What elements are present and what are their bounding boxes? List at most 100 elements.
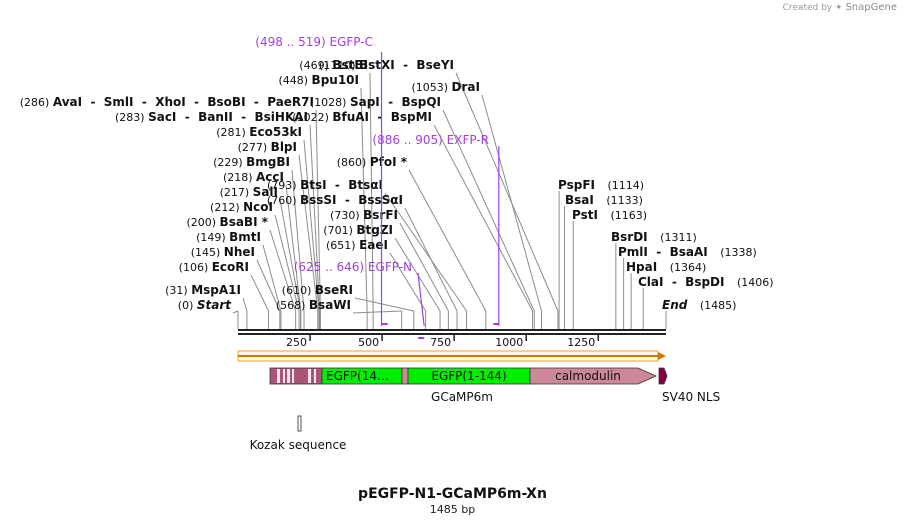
enzyme-position: (283) (115, 111, 148, 124)
enzyme-label-ncoi[interactable]: (212) NcoI (210, 200, 273, 214)
enzyme-label-bstxi-bseyi[interactable]: (1110) BstXI - BseYI (319, 58, 454, 72)
enzyme-name: BstXI - BseYI (359, 58, 454, 72)
enzyme-name: HpaI (626, 260, 670, 274)
enzyme-label-bmti[interactable]: (149) BmtI (196, 230, 261, 244)
ruler-tick-label: 750 (430, 336, 451, 349)
enzyme-label-clai-bspdi[interactable]: ClaI - BspDI (1406) (638, 275, 774, 289)
primer-label-egfp-n[interactable]: (625 .. 646) EGFP-N (294, 260, 412, 274)
enzyme-name: BstBI (332, 58, 368, 72)
enzyme-label-saci-banii-bsihkai[interactable]: (283) SacI - BanII - BsiHKAI (115, 110, 308, 124)
enzyme-label-sali[interactable]: (217) SalI (220, 185, 278, 199)
enzyme-label-sapi-bspqi[interactable]: (1028) SapI - BspQI (310, 95, 441, 109)
enzyme-connector-bseri (354, 297, 414, 312)
watermark-brand: SnapGene (845, 2, 897, 13)
enzyme-label-drai[interactable]: (1053) DraI (411, 80, 480, 94)
enzyme-connector-saci-banii-bsihkai (309, 124, 321, 312)
calmodulin-arrow[interactable] (529, 367, 657, 385)
enzyme-name: PspFI (558, 178, 608, 192)
enzyme-label-mspa1i[interactable]: (31) MspA1I (165, 283, 241, 297)
enzyme-connector-bpu10i (360, 87, 368, 312)
ruler-tick-label: 250 (286, 336, 307, 349)
enzyme-label-bsai[interactable]: BsaI (1133) (565, 193, 643, 207)
enzyme-label-bseri[interactable]: (610) BseRI (282, 283, 353, 297)
enzyme-name: BmgBI (246, 155, 290, 169)
enzyme-label-bmgbi[interactable]: (229) BmgBI (213, 155, 290, 169)
enzyme-label-bpu10i[interactable]: (448) Bpu10I (278, 73, 359, 87)
orf-arrow (237, 350, 666, 362)
enzyme-connector-bstxi-bseyi (455, 72, 559, 312)
enzyme-label-start[interactable]: (0) Start (178, 298, 232, 312)
enzyme-label-bsawi[interactable]: (568) BsaWI (276, 298, 351, 312)
enzyme-label-bsssi-bsss-i[interactable]: (760) BssSI - BssSαI (267, 193, 403, 207)
enzyme-label-avai-smli-xhoi-bsobi-paer7i[interactable]: (286) AvaI - SmlI - XhoI - BsoBI - PaeR7… (20, 95, 314, 109)
enzyme-position: (469) (299, 59, 332, 72)
enzyme-label-bsrfi[interactable]: (730) BsrFI (330, 208, 398, 222)
enzyme-connector-sali (279, 199, 302, 312)
snapgene-logo-icon: ✦ (835, 3, 843, 13)
enzyme-label-pspfi[interactable]: PspFI (1114) (558, 178, 644, 192)
enzyme-position: (793) (267, 179, 300, 192)
enzyme-label-bsrdi[interactable]: BsrDI (1311) (611, 230, 697, 244)
enzyme-label-bstbi[interactable]: (469) BstBI (299, 58, 368, 72)
linker-segment[interactable] (401, 367, 409, 385)
enzyme-position: (217) (220, 186, 253, 199)
primer-label-egfp-c[interactable]: (498 .. 519) EGFP-C (255, 35, 373, 49)
enzyme-connector-btgzi (394, 237, 441, 312)
plasmid-name: pEGFP-N1-GCaMP6m-Xn (358, 486, 547, 502)
enzyme-position: (281) (216, 126, 249, 139)
enzyme-name: BsaI (565, 193, 606, 207)
enzyme-position: (0) (178, 299, 197, 312)
enzyme-label-eco53ki[interactable]: (281) Eco53kI (216, 125, 302, 139)
enzyme-label-bsabi[interactable]: (200) BsaBI * (186, 215, 268, 229)
enzyme-position: (200) (186, 216, 219, 229)
enzyme-label-eaei[interactable]: (651) EaeI (326, 238, 388, 252)
enzyme-name: SapI - BspQI (350, 95, 441, 109)
enzyme-position: (1053) (411, 81, 451, 94)
sv40-nls-arrow[interactable] (658, 367, 668, 385)
enzyme-position: (730) (330, 209, 363, 222)
enzyme-connector-eaei (389, 252, 427, 312)
primer-label-exfp-r[interactable]: (886 .. 905) EXFP-R (372, 133, 489, 147)
enzyme-name: BsaWI (309, 298, 351, 312)
enzyme-label-blpi[interactable]: (277) BlpI (238, 140, 297, 154)
enzyme-name: BfuAI - BspMI (332, 110, 432, 124)
enzyme-position: (277) (238, 141, 271, 154)
enzyme-position: (31) (165, 284, 191, 297)
enzyme-name: EcoRI (212, 260, 249, 274)
enzyme-label-nhei[interactable]: (145) NheI (191, 245, 255, 259)
enzyme-label-btgzi[interactable]: (701) BtgZI (323, 223, 393, 237)
enzyme-connector-bsawi (352, 310, 402, 314)
enzyme-label-end[interactable]: End (1485) (662, 298, 736, 312)
enzyme-position: (568) (276, 299, 309, 312)
enzyme-name: BmtI (229, 230, 261, 244)
enzyme-position: (1110) (319, 59, 359, 72)
enzyme-position: (760) (267, 194, 300, 207)
enzyme-label-psti[interactable]: PstI (1163) (572, 208, 647, 222)
enzyme-name: NcoI (243, 200, 273, 214)
enzyme-label-bfuai-bspmi[interactable]: (1022) BfuAI - BspMI (292, 110, 432, 124)
enzyme-connector-ncoi (274, 214, 300, 312)
enzyme-name: Start (197, 298, 232, 312)
enzyme-label-pfoi[interactable]: (860) PfoI * (337, 155, 408, 169)
enzyme-position: (1311) (660, 231, 697, 244)
enzyme-name: Bpu10I (312, 73, 359, 87)
enzyme-label-btsi-bts-i[interactable]: (793) BtsI - BtsαI (267, 178, 383, 192)
kozak-marker[interactable] (297, 415, 302, 432)
watermark: Created by ✦ SnapGene (783, 2, 897, 13)
primer-line-egfp-n (417, 272, 425, 327)
sv40-nls-label: SV40 NLS (662, 390, 720, 404)
enzyme-connector-bmti (262, 244, 282, 312)
ruler-tick-label: 500 (358, 336, 379, 349)
enzyme-connector-eco53ki (303, 139, 320, 312)
enzyme-name: AccI (256, 170, 284, 184)
enzyme-label-hpai[interactable]: HpaI (1364) (626, 260, 706, 274)
enzyme-label-ecori[interactable]: (106) EcoRI (179, 260, 249, 274)
plasmid-length: 1485 bp (429, 503, 476, 516)
enzyme-label-pmli-bsaai[interactable]: PmlI - BsaAI (1338) (618, 245, 757, 259)
enzyme-name: AvaI - SmlI - XhoI - BsoBI - PaeR7I (53, 95, 314, 109)
enzyme-label-acci[interactable]: (218) AccI (223, 170, 284, 184)
enzyme-name: Eco53kI (249, 125, 302, 139)
watermark-prefix: Created by (782, 3, 833, 13)
enzyme-connector-ecori (250, 274, 270, 312)
enzyme-name: BseRI (315, 283, 353, 297)
